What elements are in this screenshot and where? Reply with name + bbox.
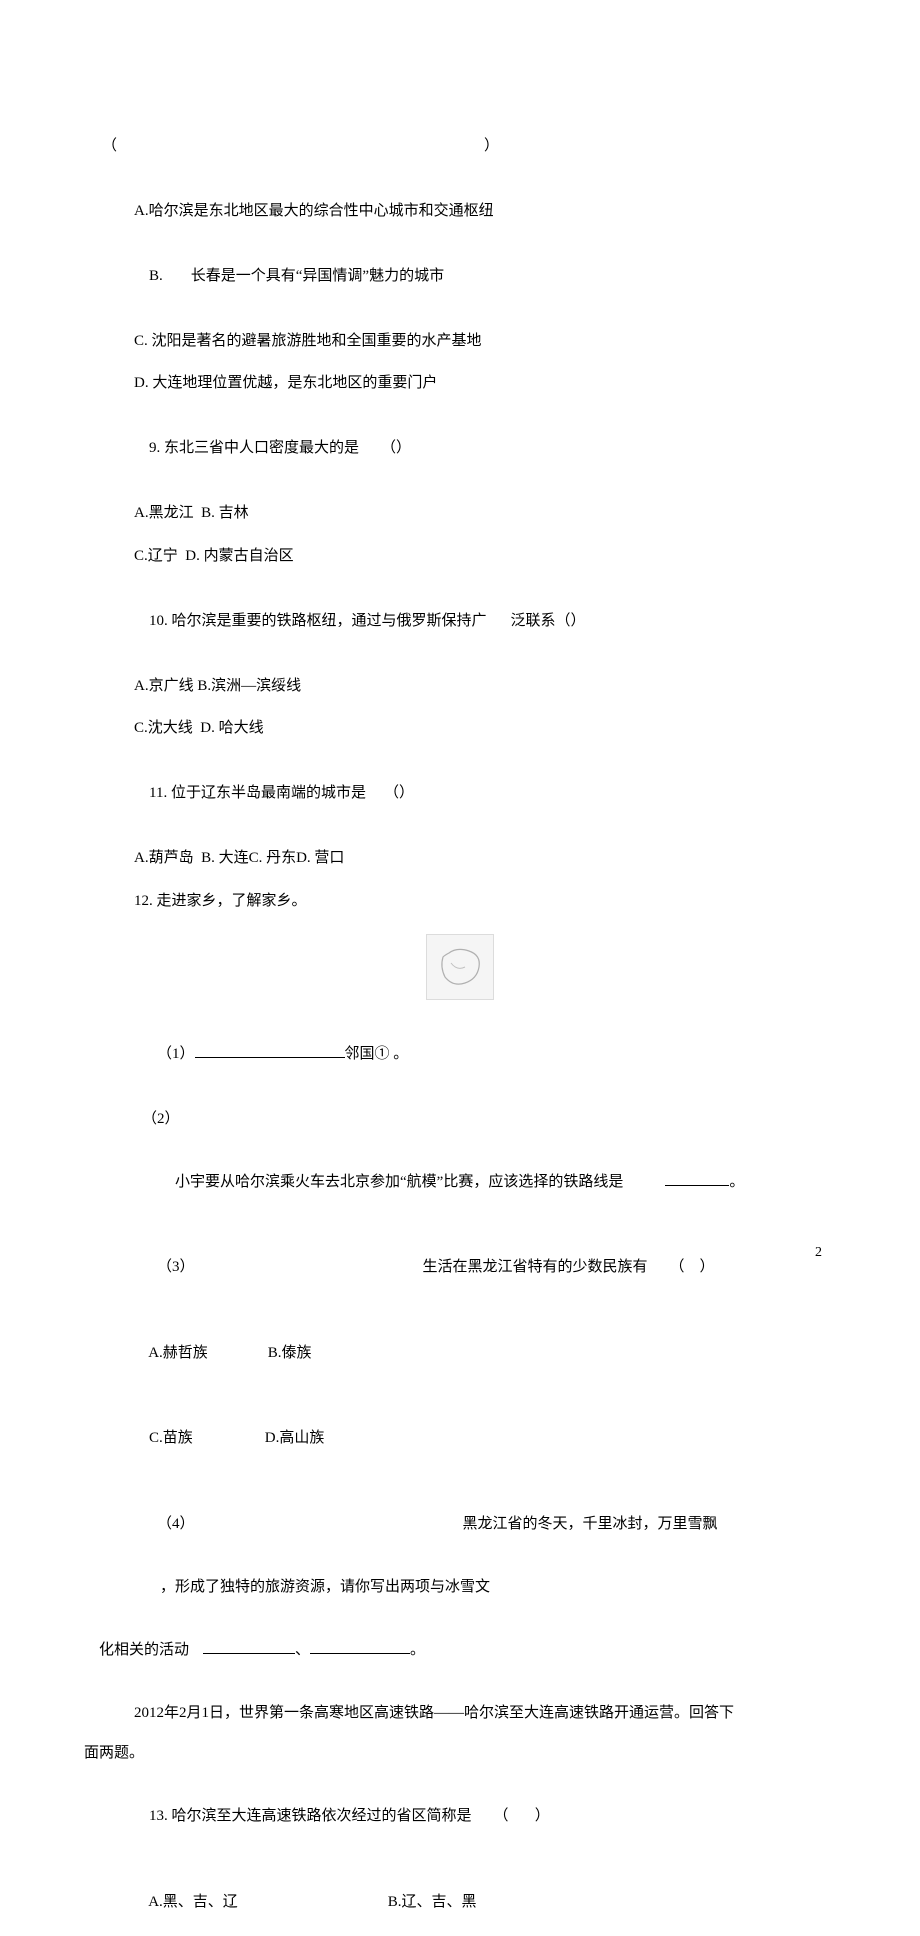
q12-stem: 12. 走进家乡，了解家乡。 bbox=[0, 890, 920, 913]
passage-line2: 面两题。 bbox=[0, 1742, 920, 1765]
q10-stem-b: 泛联系（） bbox=[511, 613, 586, 629]
q12-p1-b: 邻国① 。 bbox=[345, 1046, 409, 1062]
q12-p4-last: 化相关的活动 、 。 bbox=[0, 1616, 920, 1684]
q8-b-text: 长春是一个具有“异国情调”魅力的城市 bbox=[191, 268, 444, 284]
q12-p2-text: 小宇要从哈尔滨乘火车去北京参加“航模”比赛，应该选择的铁路线是 。 bbox=[0, 1148, 920, 1216]
map-icon bbox=[435, 943, 485, 991]
q12-p2: （2） bbox=[0, 1108, 920, 1131]
q13-stem-a: 13. 哈尔滨至大连高速铁路依次经过的省区简称是 bbox=[149, 1808, 472, 1824]
q12-p3-row1-b: B.傣族 bbox=[268, 1345, 312, 1361]
blank-4 bbox=[310, 1653, 410, 1654]
q8-opt-d: D. 大连地理位置优越，是东北地区的重要门户 bbox=[0, 372, 920, 395]
page: （） A.哈尔滨是东北地区最大的综合性中心城市和交通枢纽 B.长春是一个具有“异… bbox=[0, 0, 920, 1303]
q12-p2-end: 。 bbox=[729, 1174, 744, 1190]
q12-p2-text-a: 小宇要从哈尔滨乘火车去北京参加“航模”比赛，应该选择的铁路线是 bbox=[175, 1174, 623, 1190]
q12-p4-c: ，形成了独特的旅游资源，请你写出两项与冰雪文 bbox=[0, 1576, 920, 1599]
paren-open: （ bbox=[102, 138, 117, 154]
q12-p3-row2-b: D.高山族 bbox=[265, 1430, 325, 1446]
q12-p3-row2-a: C.苗族 bbox=[149, 1430, 193, 1446]
q13-row1-a: A.黑、吉、辽 bbox=[148, 1894, 238, 1910]
paren-close: ） bbox=[484, 138, 499, 154]
blank-3 bbox=[203, 1653, 295, 1654]
q10-row1: A.京广线 B.滨洲—滨绥线 bbox=[0, 675, 920, 698]
q12-p3-row1: A.赫哲族 B.傣族 bbox=[0, 1319, 920, 1387]
q13-stem-b: （ ） bbox=[494, 1808, 550, 1824]
q12-p3: （3） 生活在黑龙江省特有的少数民族有 （ ） bbox=[0, 1234, 920, 1302]
map-image bbox=[426, 934, 494, 1000]
q12-p1-a: （1） bbox=[157, 1046, 195, 1062]
q12-p4-sep: 、 bbox=[295, 1642, 310, 1658]
blank-1 bbox=[195, 1057, 345, 1058]
q10-stem-a: 10. 哈尔滨是重要的铁路枢纽，通过与俄罗斯保持广 bbox=[149, 613, 487, 629]
q12-p4-d: 化相关的活动 bbox=[99, 1642, 189, 1658]
q12-p3-b: 生活在黑龙江省特有的少数民族有 bbox=[423, 1259, 648, 1275]
passage-line1: 2012年2月1日，世界第一条高寒地区高速铁路——哈尔滨至大连高速铁路开通运营。… bbox=[0, 1702, 920, 1725]
q9-row2: C.辽宁 D. 内蒙古自治区 bbox=[0, 545, 920, 568]
q12-p3-row2: C.苗族 D.高山族 bbox=[0, 1405, 920, 1473]
q12-p3-a: （3） bbox=[157, 1259, 195, 1275]
q11-stem-b: （） bbox=[384, 785, 414, 801]
q13-row1-b: B.辽、吉、黑 bbox=[388, 1894, 477, 1910]
q12-p4-a: （4） bbox=[157, 1516, 195, 1532]
q9-stem-b: （） bbox=[381, 440, 411, 456]
q11-stem: 11. 位于辽东半岛最南端的城市是 （） bbox=[0, 760, 920, 828]
q10-stem: 10. 哈尔滨是重要的铁路枢纽，通过与俄罗斯保持广 泛联系（） bbox=[0, 587, 920, 655]
q8-opt-c: C. 沈阳是著名的避暑旅游胜地和全国重要的水产基地 bbox=[0, 330, 920, 353]
q12-p1: （1） 邻国① 。 bbox=[0, 1020, 920, 1088]
q8-opt-b: B. 长春是一个具有“异国情调”魅力的城市 bbox=[0, 242, 920, 310]
q9-stem-a: 9. 东北三省中人口密度最大的是 bbox=[149, 440, 359, 456]
q8-paren-line: （） bbox=[0, 112, 920, 180]
q13-row1: A.黑、吉、辽 B.辽、吉、黑 bbox=[0, 1868, 920, 1936]
page-number: 2 bbox=[815, 1242, 822, 1263]
q11-row1: A.葫芦岛 B. 大连C. 丹东D. 营口 bbox=[0, 847, 920, 870]
q11-stem-a: 11. 位于辽东半岛最南端的城市是 bbox=[149, 785, 366, 801]
q12-p3-row1-a: A.赫哲族 bbox=[148, 1345, 208, 1361]
q8-opt-a: A.哈尔滨是东北地区最大的综合性中心城市和交通枢纽 bbox=[0, 200, 920, 223]
q10-row2: C.沈大线 D. 哈大线 bbox=[0, 717, 920, 740]
q9-stem: 9. 东北三省中人口密度最大的是 （） bbox=[0, 415, 920, 483]
q12-p4: （4） 黑龙江省的冬天，千里冰封，万里雪飘 bbox=[0, 1490, 920, 1558]
q9-row1: A.黑龙江 B. 吉林 bbox=[0, 502, 920, 525]
q12-p4-b: 黑龙江省的冬天，千里冰封，万里雪飘 bbox=[463, 1516, 718, 1532]
q13-stem: 13. 哈尔滨至大连高速铁路依次经过的省区简称是 （ ） bbox=[0, 1783, 920, 1851]
q12-p4-end: 。 bbox=[410, 1642, 425, 1658]
q8-b-letter: B. bbox=[149, 268, 163, 284]
q12-p3-c: （ ） bbox=[670, 1259, 715, 1275]
blank-2 bbox=[665, 1185, 729, 1186]
